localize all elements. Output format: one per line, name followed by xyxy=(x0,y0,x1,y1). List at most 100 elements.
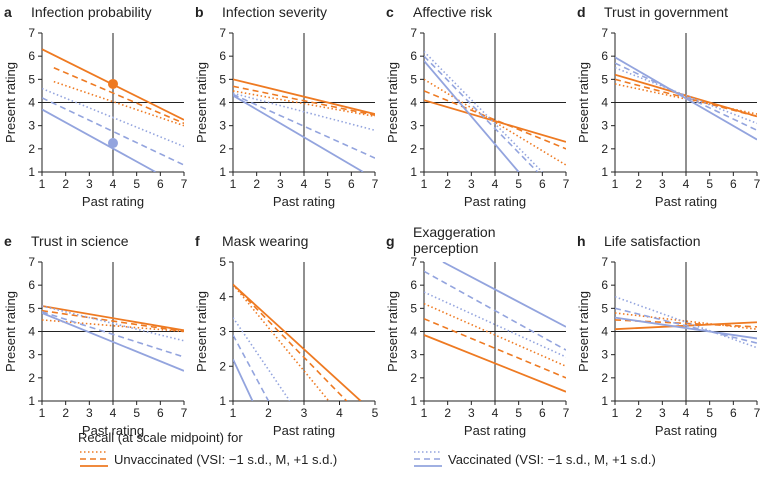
y-tick-label: 4 xyxy=(219,290,226,304)
series-line-vaccinated-dashed xyxy=(233,334,270,401)
y-tick-label: 4 xyxy=(219,96,226,110)
x-tick-label: 4 xyxy=(301,177,308,191)
x-tick-label: 2 xyxy=(444,406,451,420)
y-tick-label: 1 xyxy=(601,394,608,408)
y-tick-label: 6 xyxy=(28,49,35,63)
y-tick-label: 1 xyxy=(219,394,226,408)
panel-h: h Life satisfaction 1 2 3 4 5 6 7 1 2 3 4 5 6 7 Past rat… xyxy=(576,233,761,438)
panel-title: Mask wearing xyxy=(222,233,308,249)
y-axis-label: Present rating xyxy=(194,62,209,143)
y-axis-label: Present rating xyxy=(3,291,18,372)
x-tick-label: 1 xyxy=(39,406,46,420)
x-tick-label: 4 xyxy=(683,177,690,191)
series-line-vaccinated-solid xyxy=(233,94,364,172)
series-line-unvaccinated-dashed xyxy=(424,318,566,379)
y-tick-label: 6 xyxy=(28,278,35,292)
series-line-vaccinated-solid xyxy=(42,312,184,372)
series-line-vaccinated-dashed xyxy=(42,97,184,166)
y-tick-label: 1 xyxy=(410,165,417,179)
y-tick-label: 6 xyxy=(410,278,417,292)
y-tick-label: 3 xyxy=(28,119,35,133)
y-tick-label: 2 xyxy=(601,142,608,156)
panel-title-line: perception xyxy=(413,240,478,256)
y-tick-label: 2 xyxy=(601,371,608,385)
series-line-vaccinated-dashed xyxy=(42,311,184,358)
panel-b: b Infection severity 1 2 3 4 5 6 7 1 2 3 4 5 6 7 Past ra… xyxy=(194,4,379,209)
x-tick-label: 5 xyxy=(372,406,379,420)
y-tick-label: 7 xyxy=(601,26,608,40)
y-tick-label: 4 xyxy=(410,325,417,339)
x-tick-label: 6 xyxy=(348,177,355,191)
y-tick-label: 5 xyxy=(28,301,35,315)
series-group xyxy=(615,56,757,141)
series-line-vaccinated-solid xyxy=(424,60,520,172)
x-tick-label: 1 xyxy=(230,177,237,191)
x-tick-label: 2 xyxy=(62,406,69,420)
series-line-vaccinated-dashed xyxy=(615,62,757,132)
y-tick-label: 5 xyxy=(410,301,417,315)
panel-title: Affective risk xyxy=(413,4,493,20)
series-group xyxy=(615,295,757,349)
panel-letter: e xyxy=(4,233,12,249)
x-tick-label: 2 xyxy=(635,406,642,420)
x-tick-label: 3 xyxy=(468,406,475,420)
y-tick-label: 4 xyxy=(410,96,417,110)
y-tick-label: 7 xyxy=(28,255,35,269)
series-line-unvaccinated-solid xyxy=(233,283,362,401)
panel-d: d Trust in government 1 2 3 4 5 6 7 1 2 3 4 5 6 7 Past r… xyxy=(576,4,761,209)
x-tick-label: 2 xyxy=(253,177,260,191)
series-line-vaccinated-dashed xyxy=(424,55,539,172)
x-tick-label: 4 xyxy=(492,177,499,191)
point-vaccinated xyxy=(108,138,118,149)
panel-title: Exaggeration perception xyxy=(413,224,496,256)
x-tick-label: 7 xyxy=(754,406,761,420)
y-axis-label: Present rating xyxy=(385,62,400,143)
y-tick-label: 1 xyxy=(410,394,417,408)
y-tick-label: 6 xyxy=(601,49,608,63)
series-line-unvaccinated-dashed xyxy=(233,284,348,401)
x-tick-label: 4 xyxy=(683,406,690,420)
x-tick-label: 6 xyxy=(539,177,546,191)
x-tick-label: 3 xyxy=(86,406,93,420)
series-line-unvaccinated-solid xyxy=(424,334,566,393)
x-tick-label: 1 xyxy=(39,177,46,191)
y-tick-label: 5 xyxy=(601,301,608,315)
panel-title: Trust in government xyxy=(604,4,728,20)
y-tick-label: 7 xyxy=(28,26,35,40)
panel-letter: d xyxy=(577,4,586,20)
y-tick-label: 2 xyxy=(219,142,226,156)
y-axis-label: Present rating xyxy=(385,291,400,372)
y-tick-label: 1 xyxy=(28,165,35,179)
x-tick-label: 6 xyxy=(730,406,737,420)
panel-title-line: Exaggeration xyxy=(413,224,496,240)
x-axis-label: Past rating xyxy=(273,194,335,209)
x-tick-label: 1 xyxy=(612,177,619,191)
panels: a Infection probability 1 2 3 4 5 6 7 1 2 3 4 5 6 7 Past… xyxy=(3,4,761,438)
x-axis-label: Past rating xyxy=(464,423,526,438)
series-line-unvaccinated-dotted xyxy=(233,90,375,118)
series-line-vaccinated-solid xyxy=(615,316,757,340)
y-tick-label: 5 xyxy=(410,72,417,86)
y-tick-label: 3 xyxy=(219,119,226,133)
x-tick-label: 6 xyxy=(730,177,737,191)
x-axis-label: Past rating xyxy=(82,194,144,209)
series-line-unvaccinated-dashed xyxy=(53,67,184,125)
legend-vaccinated-label: Vaccinated (VSI: −1 s.d., M, +1 s.d.) xyxy=(448,452,656,467)
series-group xyxy=(424,50,566,172)
x-tick-label: 3 xyxy=(277,177,284,191)
panel-letter: h xyxy=(577,233,586,249)
series-line-unvaccinated-dotted xyxy=(424,302,566,367)
x-tick-label: 2 xyxy=(635,177,642,191)
series-line-vaccinated-solid xyxy=(233,358,254,401)
series-line-unvaccinated-dotted xyxy=(233,284,330,401)
series-line-vaccinated-dotted xyxy=(42,305,184,342)
x-tick-label: 2 xyxy=(265,406,272,420)
series-line-vaccinated-dashed xyxy=(233,93,375,159)
x-tick-label: 5 xyxy=(515,406,522,420)
x-tick-label: 3 xyxy=(659,406,666,420)
y-tick-label: 2 xyxy=(28,371,35,385)
y-tick-label: 4 xyxy=(28,96,35,110)
y-tick-label: 6 xyxy=(601,278,608,292)
x-tick-label: 2 xyxy=(62,177,69,191)
panel-letter: c xyxy=(386,4,394,20)
